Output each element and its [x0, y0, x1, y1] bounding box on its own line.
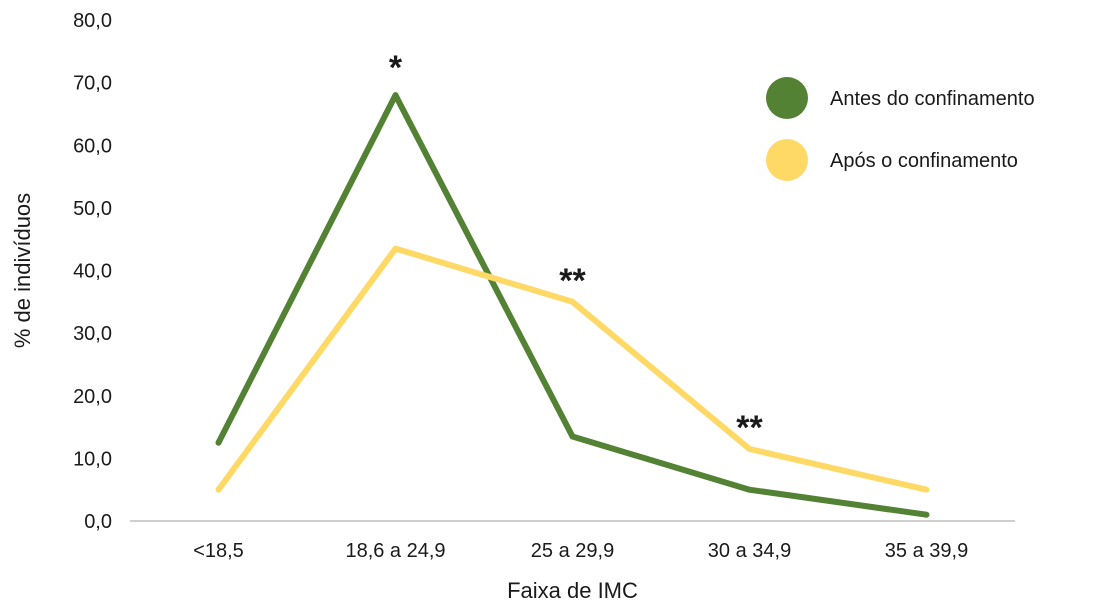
data-point [746, 486, 753, 493]
y-tick-label: 50,0 [73, 198, 112, 220]
data-point [923, 486, 930, 493]
significance-marker: ** [559, 262, 586, 300]
significance-annotations: ***** [389, 49, 764, 447]
data-point [569, 433, 576, 440]
series-lines [215, 92, 930, 518]
legend-label: Após o confinamento [830, 150, 1018, 172]
x-tick-label: 25 a 29,9 [531, 540, 614, 562]
data-point [746, 445, 753, 452]
x-tick-label: 35 a 39,9 [885, 540, 968, 562]
data-point [392, 92, 399, 99]
y-tick-label: 0,0 [84, 511, 112, 533]
x-axis-title: Faixa de IMC [507, 578, 638, 603]
significance-marker: ** [736, 409, 763, 447]
legend: Antes do confinamento Após o confinamento [766, 77, 1035, 181]
y-tick-label: 40,0 [73, 261, 112, 283]
data-point [569, 298, 576, 305]
x-tick-label: 18,6 a 24,9 [345, 540, 445, 562]
x-tick-label: <18,5 [193, 540, 244, 562]
y-tick-label: 20,0 [73, 386, 112, 408]
y-axis-title: % de indivíduos [10, 193, 35, 348]
x-tick-label: 30 a 34,9 [708, 540, 791, 562]
legend-marker [766, 139, 808, 181]
significance-marker: * [389, 49, 403, 87]
x-axis-ticks: <18,5 18,6 a 24,9 25 a 29,9 30 a 34,9 35 a 3… [193, 540, 968, 562]
y-axis-ticks: 0,0 10,0 20,0 30,0 40,0 50,0 60,0 70,0 80,0 [73, 10, 112, 533]
y-tick-label: 30,0 [73, 323, 112, 345]
y-tick-label: 70,0 [73, 73, 112, 95]
legend-label: Antes do confinamento [830, 88, 1035, 110]
data-point [215, 486, 222, 493]
y-tick-label: 10,0 [73, 448, 112, 470]
y-tick-label: 80,0 [73, 10, 112, 32]
data-point [923, 511, 930, 518]
legend-marker [766, 77, 808, 119]
data-point [215, 439, 222, 446]
y-tick-label: 60,0 [73, 135, 112, 157]
data-point [392, 245, 399, 252]
